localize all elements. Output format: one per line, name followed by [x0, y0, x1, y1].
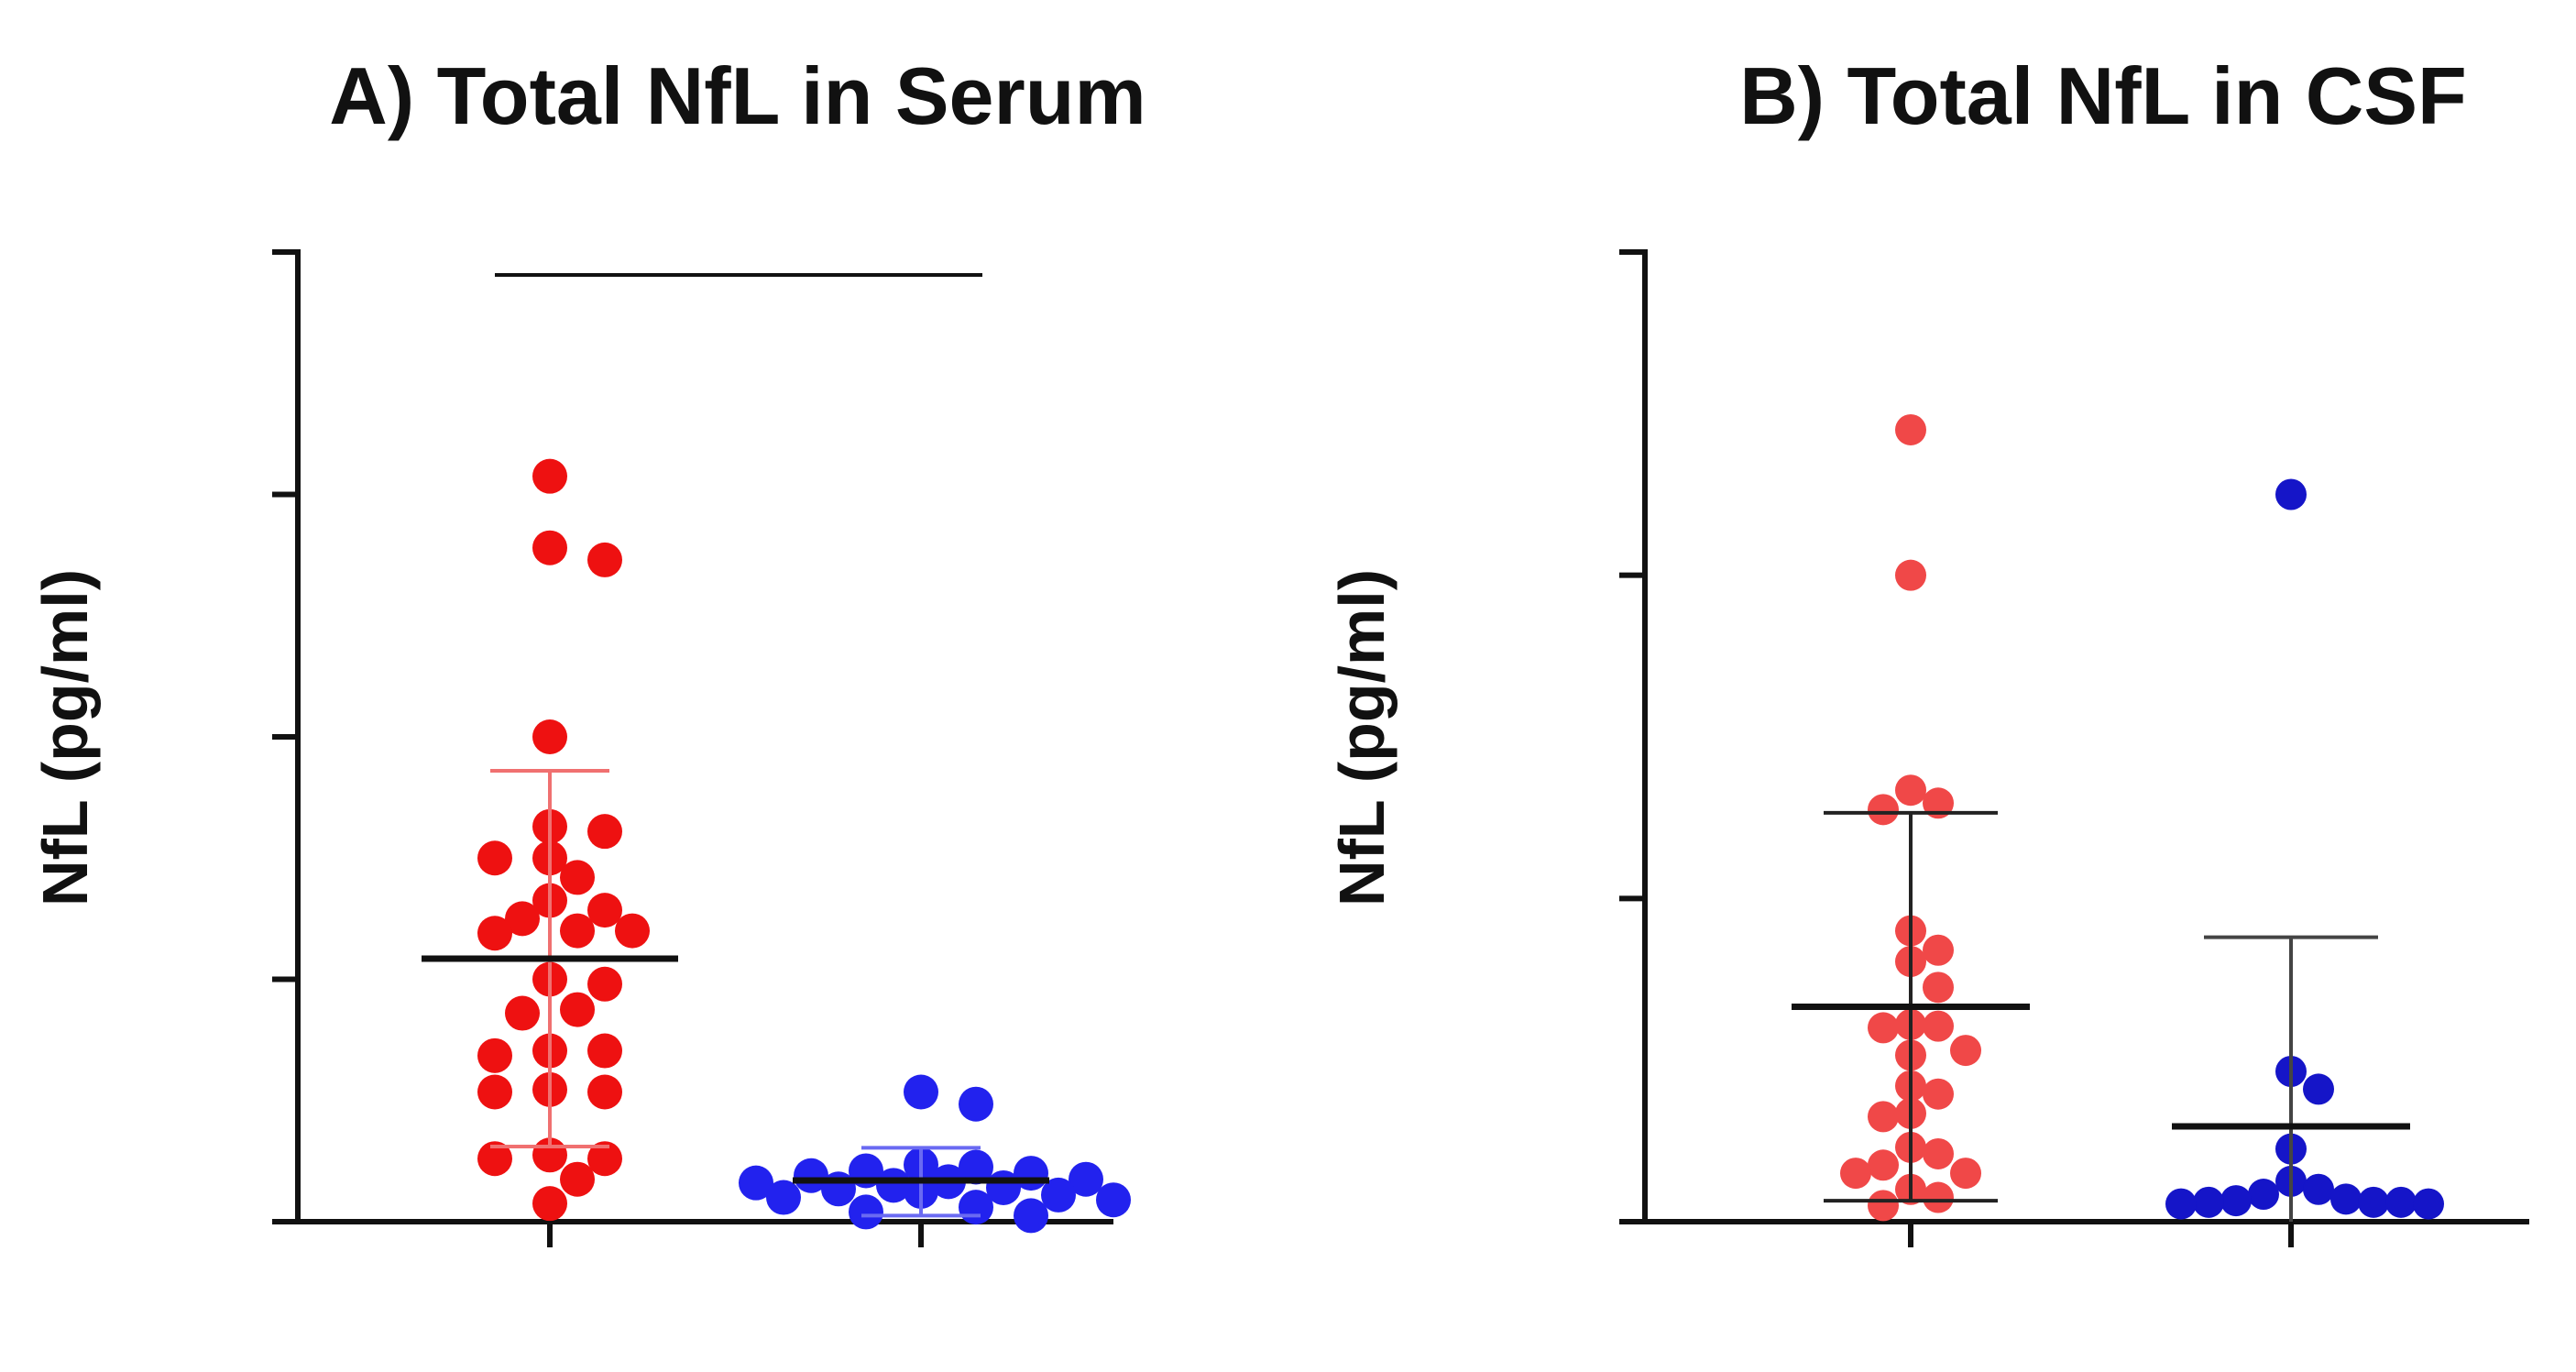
panel-b-plot — [1619, 249, 2529, 1247]
panel-a-data-point — [587, 1141, 622, 1177]
panel-b-data-point — [1923, 934, 1954, 966]
panel-b-data-point — [1868, 794, 1899, 826]
panel-b-data-point — [2413, 1188, 2444, 1220]
panel-a-data-point — [587, 542, 622, 577]
panel-b-y-axis-label: NfL (pg/ml) — [1326, 569, 1398, 906]
panel-a-data-point — [560, 913, 595, 949]
panel-a-data-point — [904, 1074, 938, 1110]
panel-a-data-point — [739, 1165, 773, 1201]
panel-a-data-point — [477, 916, 512, 951]
panel-b-data-point — [1923, 1181, 1954, 1213]
panel-a-data-point — [959, 1086, 993, 1122]
panel-a-data-point — [587, 893, 622, 928]
panel-a-data-point — [794, 1158, 828, 1193]
panel-a-y-axis-label: NfL (pg/ml) — [29, 569, 101, 906]
panel-a-data-point — [1069, 1161, 1103, 1197]
panel-b-data-point — [1923, 971, 1954, 1004]
panel-a-data-point — [532, 458, 567, 494]
panel-b-data-point — [1923, 1137, 1954, 1169]
panel-b-data-point — [1895, 413, 1926, 445]
panel-a-plot — [272, 249, 1131, 1247]
panel-a-data-point — [587, 1074, 622, 1110]
panel-a-data-point — [1014, 1198, 1048, 1234]
panel-a-data-point — [477, 1037, 512, 1073]
panel-a-data-point — [505, 995, 540, 1031]
panel-b-data-point — [1868, 1101, 1899, 1133]
panel-b-data-point — [1950, 1158, 1981, 1190]
panel-a-data-point — [532, 530, 567, 565]
panel-a: A) Total NfL in Serum NfL (pg/ml) — [29, 50, 1146, 1247]
panel-b-data-point — [2330, 1183, 2362, 1215]
panel-a-data-point — [766, 1180, 801, 1215]
panel-b-data-point — [2165, 1188, 2197, 1220]
panel-b-data-point — [2275, 478, 2307, 510]
panel-b-data-point — [1923, 1010, 1954, 1042]
panel-a-data-point — [477, 840, 512, 876]
panel-b-data-point — [1895, 559, 1926, 591]
panel-a-data-point — [560, 860, 595, 895]
panel-a-data-point — [560, 1161, 595, 1197]
panel-a-data-point — [532, 1186, 567, 1222]
panel-a-data-point — [821, 1171, 856, 1207]
panel-b-data-point — [1868, 1190, 1899, 1222]
panel-a-data-point — [615, 913, 650, 949]
panel-b-data-point — [1868, 1149, 1899, 1181]
panel-a-data-point — [560, 992, 595, 1027]
panel-b-data-point — [2220, 1185, 2252, 1217]
panel-b-data-point — [1923, 1078, 1954, 1110]
panel-a-data-point — [587, 1033, 622, 1069]
panel-b-data-point — [1950, 1035, 1981, 1067]
panel-b-data-point — [2358, 1186, 2389, 1218]
panel-a-data-point — [477, 1074, 512, 1110]
panel-a-data-point — [1041, 1177, 1076, 1213]
panel-a-data-point — [587, 814, 622, 850]
panel-b-title: B) Total NfL in CSF — [1739, 50, 2467, 141]
panel-a-data-point — [477, 1141, 512, 1177]
panel-a-data-point — [876, 1168, 911, 1203]
panel-a-data-point — [849, 1194, 883, 1230]
panel-b-data-point — [1923, 787, 1954, 819]
panel-b-data-point — [2248, 1179, 2279, 1211]
panel-b-data-point — [2303, 1073, 2334, 1105]
panel-a-title: A) Total NfL in Serum — [329, 50, 1145, 141]
panel-b-data-point — [2193, 1186, 2224, 1218]
panel-b-data-point — [1840, 1158, 1871, 1190]
panel-a-data-point — [1096, 1182, 1131, 1218]
panel-a-data-point — [532, 719, 567, 754]
panel-a-data-point — [505, 901, 540, 937]
panel-a-data-point — [587, 966, 622, 1002]
panel-b-data-point — [2303, 1173, 2334, 1205]
panel-a-data-point — [959, 1149, 993, 1185]
panel-b-data-point — [1868, 1012, 1899, 1044]
panel-b: B) Total NfL in CSF NfL (pg/ml) — [1326, 50, 2529, 1247]
panel-b-data-point — [1895, 774, 1926, 807]
panel-b-data-point — [2385, 1186, 2417, 1218]
panel-a-data-point — [959, 1190, 993, 1225]
